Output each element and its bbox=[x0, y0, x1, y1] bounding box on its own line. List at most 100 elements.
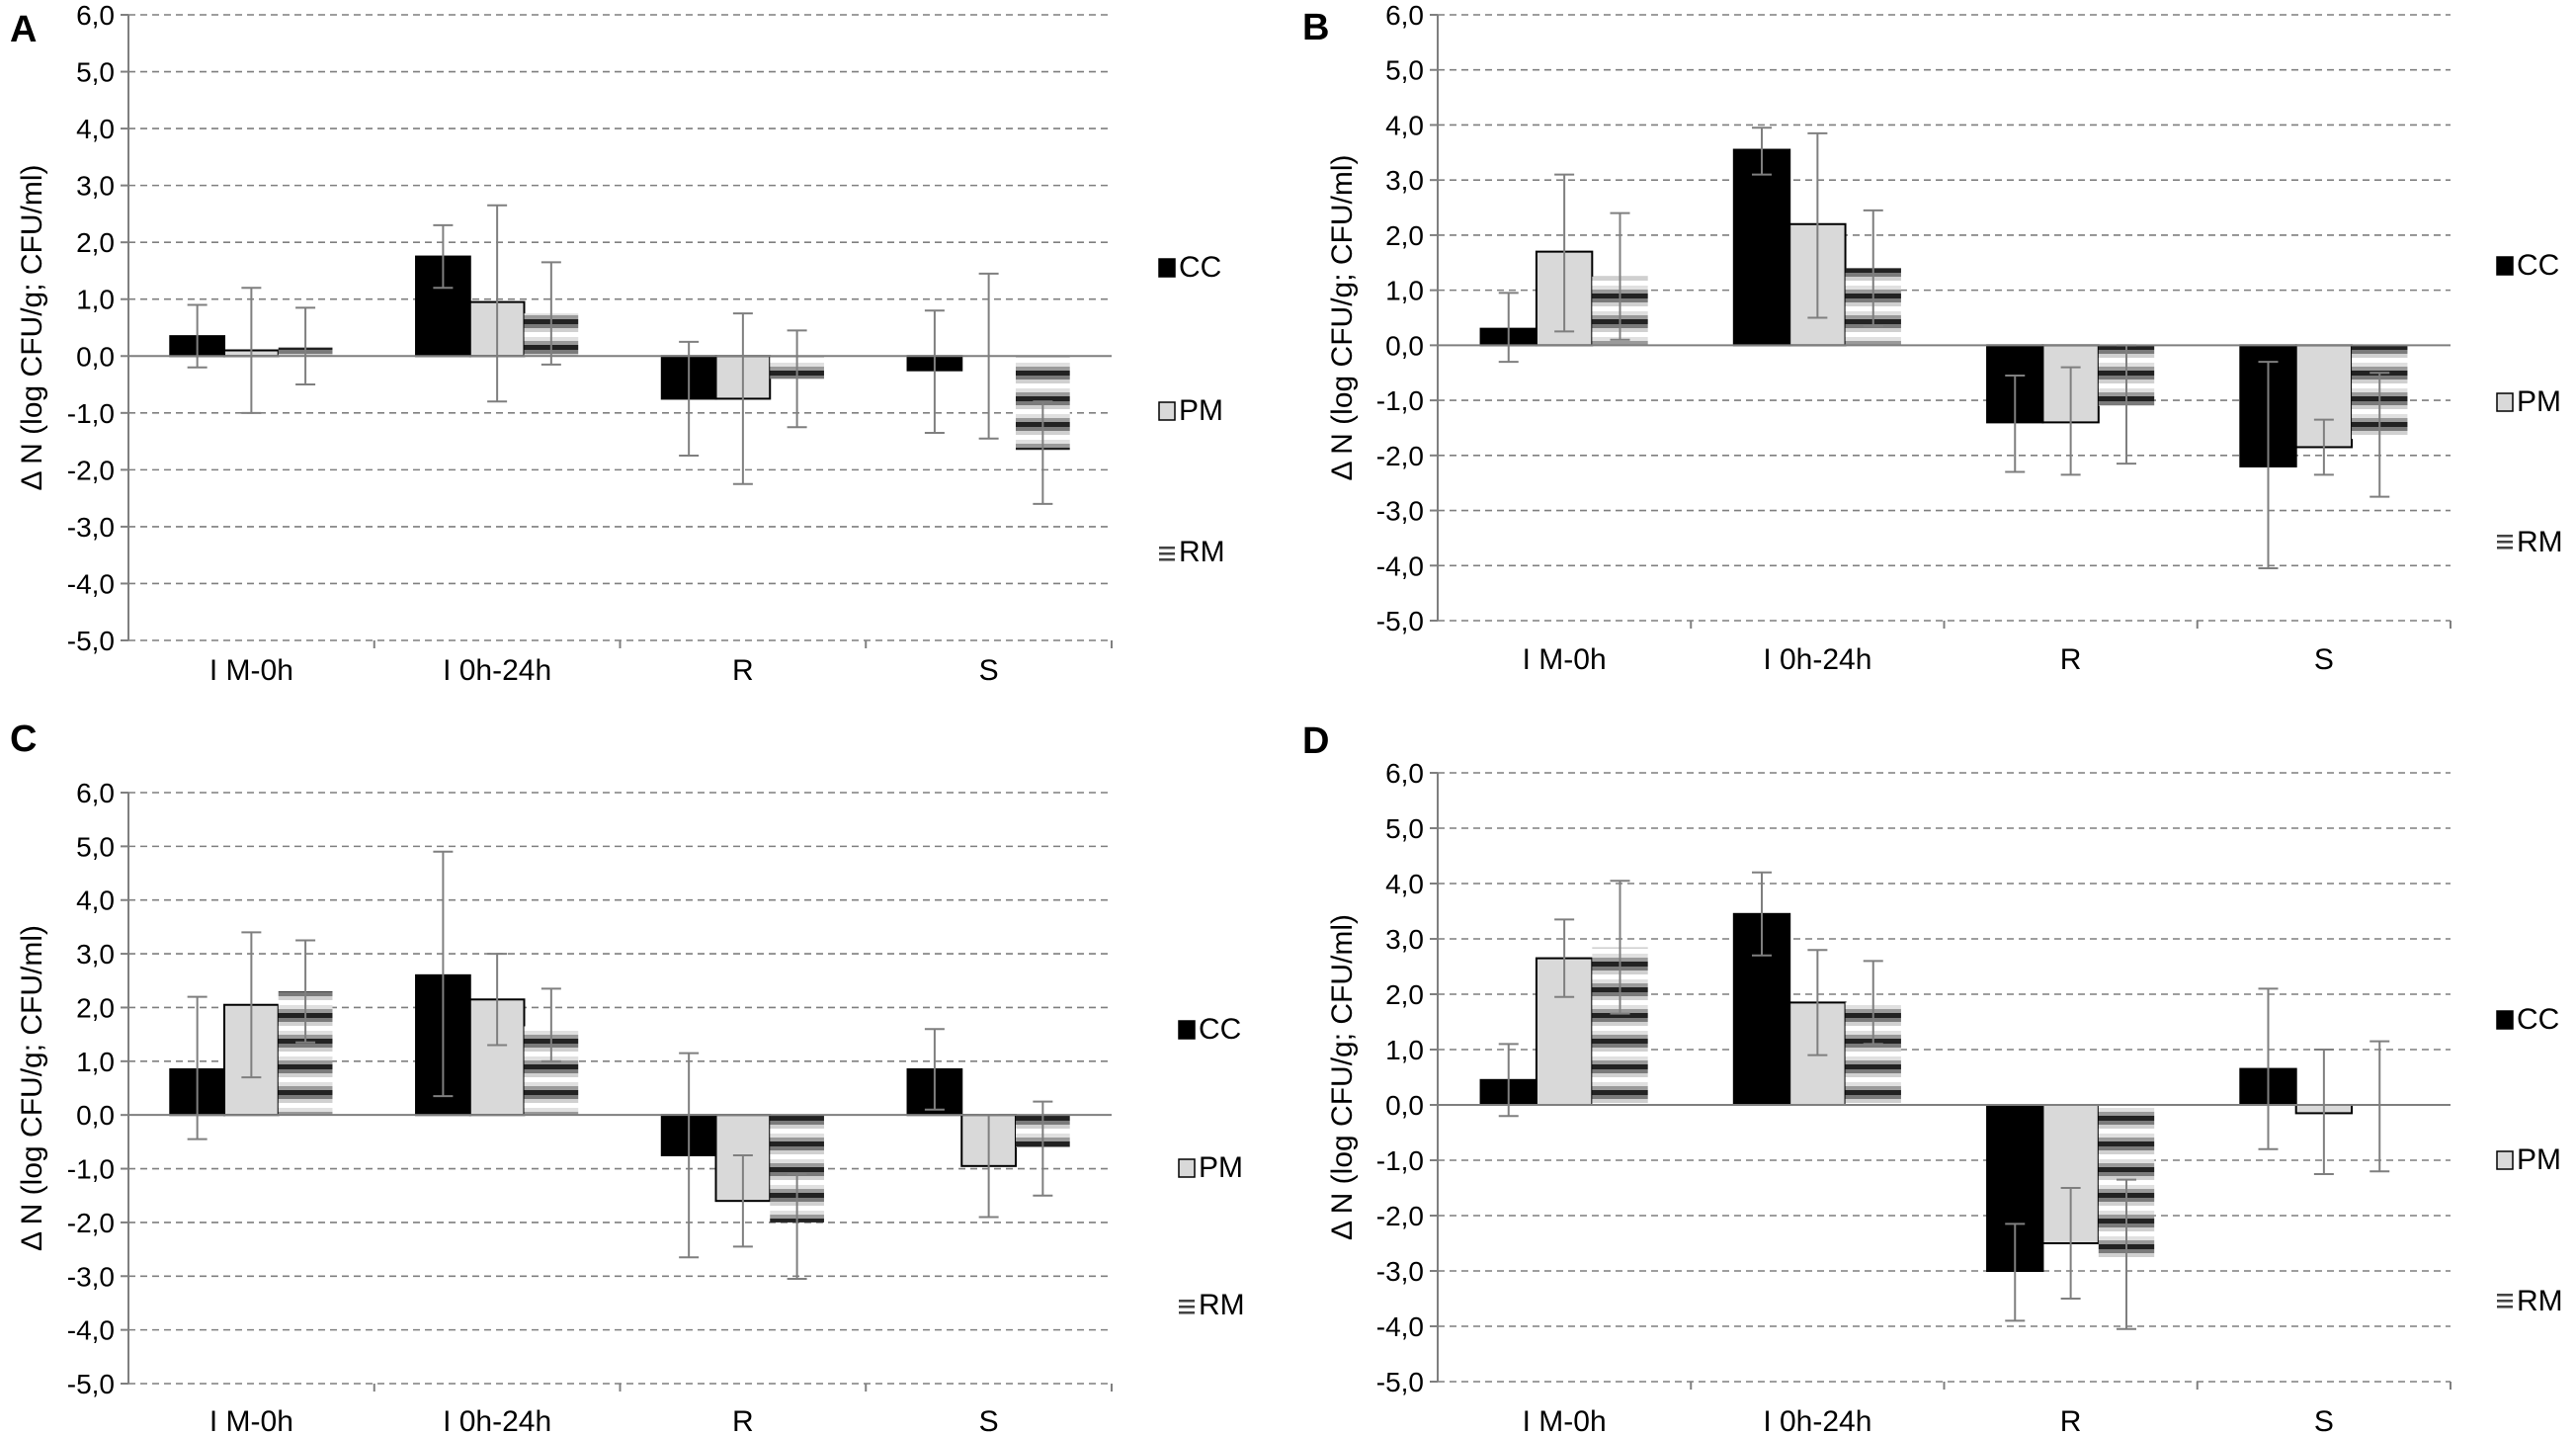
y-tick-label: 3,0 bbox=[1385, 165, 1424, 196]
legend-swatch-cc bbox=[2496, 1010, 2514, 1030]
legend-label-rm: RM bbox=[2517, 1285, 2563, 1317]
legend-label-cc: CC bbox=[1179, 251, 1221, 284]
y-tick-label: -3,0 bbox=[67, 512, 115, 543]
y-tick-label: 3,0 bbox=[1385, 924, 1424, 955]
panel-letter: A bbox=[10, 9, 37, 50]
y-tick-label: -2,0 bbox=[67, 1208, 115, 1238]
y-tick-label: 0,0 bbox=[1385, 330, 1424, 361]
y-tick-label: 4,0 bbox=[1385, 110, 1424, 140]
y-tick-label: 2,0 bbox=[76, 992, 115, 1023]
category-label: I M-0h bbox=[1523, 643, 1607, 676]
chart-panel-c: C 6,0 5,0 4,0 3,0 2,0 1,0 0,0 -1,0 -2,0 -3,0 -4,0 -5… bbox=[10, 718, 1245, 1435]
y-axis-label: Δ N (log CFU/g; CFU/ml) bbox=[1326, 914, 1359, 1240]
category-label: I 0h-24h bbox=[443, 654, 551, 687]
y-tick-label: 5,0 bbox=[1385, 55, 1424, 86]
chart-panel-a: A 6,0 5,0 4,0 3,0 2,0 1,0 0,0 -1,0 -2,0 -3,0 -4,0 -5… bbox=[10, 0, 1225, 687]
y-tick-label: 4,0 bbox=[76, 114, 115, 144]
y-tick-label: -4,0 bbox=[67, 1315, 115, 1346]
y-tick-label: 5,0 bbox=[1385, 813, 1424, 844]
legend-swatch-cc bbox=[2496, 256, 2514, 276]
category-label: S bbox=[2314, 643, 2334, 676]
category-label: S bbox=[979, 654, 999, 687]
y-tick-label: -1,0 bbox=[67, 1154, 115, 1185]
category-label: I 0h-24h bbox=[443, 1405, 551, 1435]
y-tick-label: 0,0 bbox=[76, 341, 115, 372]
category-label: R bbox=[732, 1405, 754, 1435]
category-label: R bbox=[2060, 643, 2082, 676]
y-tick-label: 6,0 bbox=[76, 778, 115, 808]
y-tick-label: 4,0 bbox=[1385, 869, 1424, 899]
y-tick-label: 1,0 bbox=[76, 1047, 115, 1077]
legend-swatch-rm bbox=[2497, 1293, 2513, 1310]
y-tick-label: -2,0 bbox=[1376, 441, 1424, 471]
panel-letter: C bbox=[10, 718, 37, 760]
category-label: S bbox=[979, 1405, 999, 1435]
y-tick-label: -5,0 bbox=[67, 626, 115, 656]
legend-swatch-rm bbox=[1179, 1297, 1195, 1314]
legend-label-rm: RM bbox=[2517, 526, 2563, 558]
legend-label-cc: CC bbox=[1199, 1013, 1241, 1046]
legend-label-pm: PM bbox=[2517, 385, 2561, 418]
y-tick-label: 2,0 bbox=[1385, 220, 1424, 251]
legend-label-cc: CC bbox=[2517, 1003, 2559, 1036]
category-label: I M-0h bbox=[209, 1405, 293, 1435]
y-tick-label: -3,0 bbox=[1376, 1256, 1424, 1287]
legend-label-rm: RM bbox=[1199, 1289, 1245, 1321]
legend-label-pm: PM bbox=[1199, 1151, 1243, 1184]
y-tick-label: -3,0 bbox=[1376, 496, 1424, 527]
y-tick-label: -5,0 bbox=[1376, 1367, 1424, 1397]
category-label: I 0h-24h bbox=[1763, 643, 1871, 676]
legend-label-pm: PM bbox=[2517, 1143, 2561, 1176]
legend-label-pm: PM bbox=[1179, 394, 1223, 427]
y-axis-label: Δ N (log CFU/g; CFU/ml) bbox=[1326, 154, 1359, 480]
legend-swatch-pm bbox=[1178, 1158, 1196, 1178]
y-tick-label: 2,0 bbox=[76, 227, 115, 258]
y-tick-label: 0,0 bbox=[76, 1100, 115, 1131]
y-tick-label: 3,0 bbox=[76, 171, 115, 202]
y-tick-label: -5,0 bbox=[1376, 606, 1424, 636]
bar-cc bbox=[1732, 148, 1791, 347]
y-tick-label: 1,0 bbox=[1385, 276, 1424, 306]
y-tick-label: -2,0 bbox=[1376, 1201, 1424, 1231]
y-tick-label: 1,0 bbox=[1385, 1035, 1424, 1065]
panel-letter: D bbox=[1302, 720, 1329, 762]
y-tick-label: -1,0 bbox=[67, 398, 115, 429]
y-tick-label: 6,0 bbox=[1385, 758, 1424, 789]
y-tick-label: 6,0 bbox=[76, 0, 115, 31]
category-label: S bbox=[2314, 1405, 2334, 1435]
category-label: I M-0h bbox=[209, 654, 293, 687]
y-tick-label: 1,0 bbox=[76, 285, 115, 315]
y-tick-label: -4,0 bbox=[1376, 1311, 1424, 1342]
category-label: R bbox=[732, 654, 754, 687]
legend-label-rm: RM bbox=[1179, 536, 1225, 568]
y-axis-label: Δ N (log CFU/g; CFU/ml) bbox=[16, 925, 48, 1251]
chart-panel-d: D 6,0 5,0 4,0 3,0 2,0 1,0 0,0 -1,0 -2,0 -3,0 -4,0 -5… bbox=[1302, 720, 2563, 1435]
panel-letter: B bbox=[1302, 7, 1329, 48]
y-tick-label: 2,0 bbox=[1385, 979, 1424, 1010]
y-tick-label: 0,0 bbox=[1385, 1090, 1424, 1121]
y-axis-label: Δ N (log CFU/g; CFU/ml) bbox=[16, 164, 48, 490]
category-label: R bbox=[2060, 1405, 2082, 1435]
legend-swatch-cc bbox=[1158, 258, 1176, 278]
y-tick-label: -1,0 bbox=[1376, 385, 1424, 416]
legend-label-cc: CC bbox=[2517, 249, 2559, 282]
chart-panel-b: B 6,0 5,0 4,0 3,0 2,0 1,0 0,0 -1,0 -2,0 -3,0 -4,0 -5… bbox=[1302, 0, 2563, 676]
y-tick-label: 5,0 bbox=[76, 831, 115, 862]
y-tick-label: -1,0 bbox=[1376, 1145, 1424, 1176]
legend-swatch-pm bbox=[2496, 392, 2514, 412]
legend-swatch-pm bbox=[2496, 1150, 2514, 1170]
y-tick-label: -3,0 bbox=[67, 1261, 115, 1292]
legend-swatch-rm bbox=[2497, 534, 2513, 551]
category-label: I 0h-24h bbox=[1763, 1405, 1871, 1435]
legend-swatch-pm bbox=[1158, 401, 1176, 421]
y-tick-label: 4,0 bbox=[76, 886, 115, 916]
legend-swatch-cc bbox=[1178, 1020, 1196, 1040]
y-tick-label: 3,0 bbox=[76, 939, 115, 970]
legend-swatch-rm bbox=[1159, 544, 1175, 561]
y-tick-label: 6,0 bbox=[1385, 0, 1424, 31]
y-tick-label: -4,0 bbox=[1376, 550, 1424, 581]
y-tick-label: -5,0 bbox=[67, 1369, 115, 1399]
y-tick-label: -2,0 bbox=[67, 455, 115, 485]
y-tick-label: 5,0 bbox=[76, 57, 115, 88]
